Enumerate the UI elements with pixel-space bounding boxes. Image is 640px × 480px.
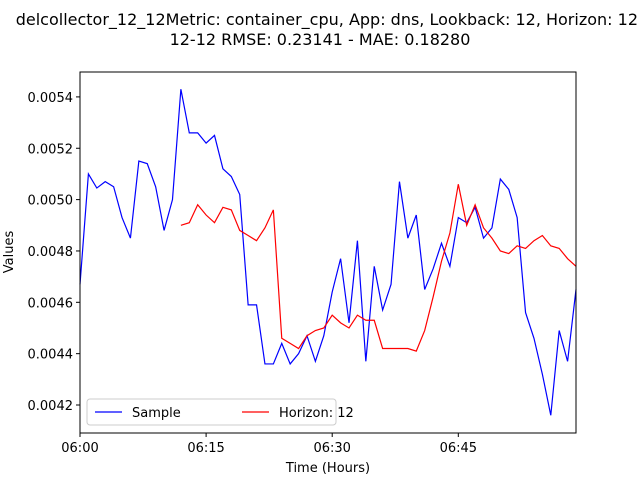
x-tick-label: 06:45 (440, 441, 477, 456)
y-tick-label: 0.0044 (28, 348, 74, 363)
chart-subtitle: 12-12 RMSE: 0.23141 - MAE: 0.18280 (170, 30, 471, 49)
legend-box (86, 398, 337, 426)
y-tick-label: 0.0054 (28, 91, 74, 106)
y-tick-label: 0.0052 (28, 142, 74, 157)
chart-title: delcollector_12_12Metric: container_cpu,… (16, 10, 638, 30)
y-tick-label: 0.0050 (28, 194, 74, 209)
x-tick-label: 06:30 (313, 441, 350, 456)
series-line (180, 184, 577, 352)
series-line (79, 89, 577, 416)
x-tick-label: 06:00 (61, 441, 98, 456)
y-tick-label: 0.0048 (28, 245, 74, 260)
legend-label: Sample (132, 406, 181, 421)
y-tick-label: 0.0046 (28, 296, 74, 311)
y-axis-label: Values (2, 231, 17, 274)
x-tick-label: 06:15 (187, 441, 224, 456)
x-axis-label: Time (Hours) (285, 461, 370, 476)
legend-label: Horizon: 12 (279, 406, 354, 421)
plot-frame (79, 71, 577, 434)
y-tick-label: 0.0042 (28, 399, 74, 414)
